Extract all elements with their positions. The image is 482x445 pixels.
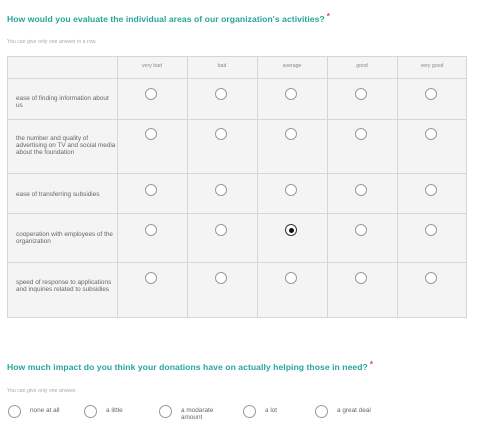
option-label-none-at-all: none at all — [30, 407, 60, 414]
radio-advertising-very-good[interactable] — [425, 128, 437, 140]
radio-advertising-average[interactable] — [285, 128, 297, 140]
radio-advertising-very-bad[interactable] — [145, 128, 157, 140]
option-label-a-lot: a lot — [265, 407, 278, 414]
column-header-good: good — [356, 63, 368, 69]
radio-impact-great-deal[interactable] — [315, 405, 328, 418]
radio-transferring-bad[interactable] — [215, 184, 227, 196]
radio-response-very-bad[interactable] — [145, 272, 157, 284]
radio-advertising-bad[interactable] — [215, 128, 227, 140]
required-marker: * — [369, 360, 373, 369]
column-header-very-good: very good — [420, 63, 444, 69]
radio-finding-info-good[interactable] — [355, 88, 367, 100]
question-1-text: How would you evaluate the individual ar… — [7, 14, 325, 24]
radio-impact-a-little[interactable] — [84, 405, 97, 418]
radio-cooperation-very-good[interactable] — [425, 224, 437, 236]
radio-impact-moderate[interactable] — [159, 405, 172, 418]
radio-transferring-average[interactable] — [285, 184, 297, 196]
radio-response-good[interactable] — [355, 272, 367, 284]
question-2-text: How much impact do you think your donati… — [7, 362, 368, 372]
required-marker: * — [326, 12, 330, 21]
question-1-title: How would you evaluate the individual ar… — [7, 12, 330, 24]
column-header-average: average — [282, 63, 302, 69]
option-label-a-little: a little — [106, 407, 123, 414]
radio-cooperation-bad[interactable] — [215, 224, 227, 236]
column-header-bad: bad — [217, 63, 227, 69]
radio-finding-info-very-good[interactable] — [425, 88, 437, 100]
row-label-finding-info: ease of finding information about us — [16, 95, 109, 110]
radio-finding-info-bad[interactable] — [215, 88, 227, 100]
radio-transferring-good[interactable] — [355, 184, 367, 196]
radio-advertising-good[interactable] — [355, 128, 367, 140]
radio-cooperation-very-bad[interactable] — [145, 224, 157, 236]
option-label-great-deal: a great deal — [337, 407, 371, 414]
question-2-title: How much impact do you think your donati… — [7, 360, 373, 372]
row-label-response-speed: speed of response to applications and in… — [16, 279, 112, 294]
radio-cooperation-good[interactable] — [355, 224, 367, 236]
option-label-moderate: a modarate amount — [181, 407, 214, 422]
radio-transferring-very-good[interactable] — [425, 184, 437, 196]
question-1-hint: You can give only one answer in a row. — [7, 39, 97, 45]
radio-transferring-very-bad[interactable] — [145, 184, 157, 196]
radio-finding-info-very-bad[interactable] — [145, 88, 157, 100]
radio-response-average[interactable] — [285, 272, 297, 284]
radio-impact-none-at-all[interactable] — [8, 405, 21, 418]
question-2-hint: You can give only one answer. — [7, 388, 77, 394]
row-label-transferring-subsidies: ease of transferring subsidies — [16, 191, 100, 198]
radio-impact-a-lot[interactable] — [243, 405, 256, 418]
radio-cooperation-average-selected[interactable] — [285, 224, 297, 236]
column-header-very-bad: very bad — [142, 63, 162, 69]
row-label-advertising: the number and quality of advertising on… — [16, 135, 116, 157]
row-label-cooperation: cooperation with employees of the organi… — [16, 231, 113, 246]
radio-finding-info-average[interactable] — [285, 88, 297, 100]
radio-response-very-good[interactable] — [425, 272, 437, 284]
rating-matrix: very bad bad average good very good ease… — [7, 56, 467, 318]
radio-response-bad[interactable] — [215, 272, 227, 284]
